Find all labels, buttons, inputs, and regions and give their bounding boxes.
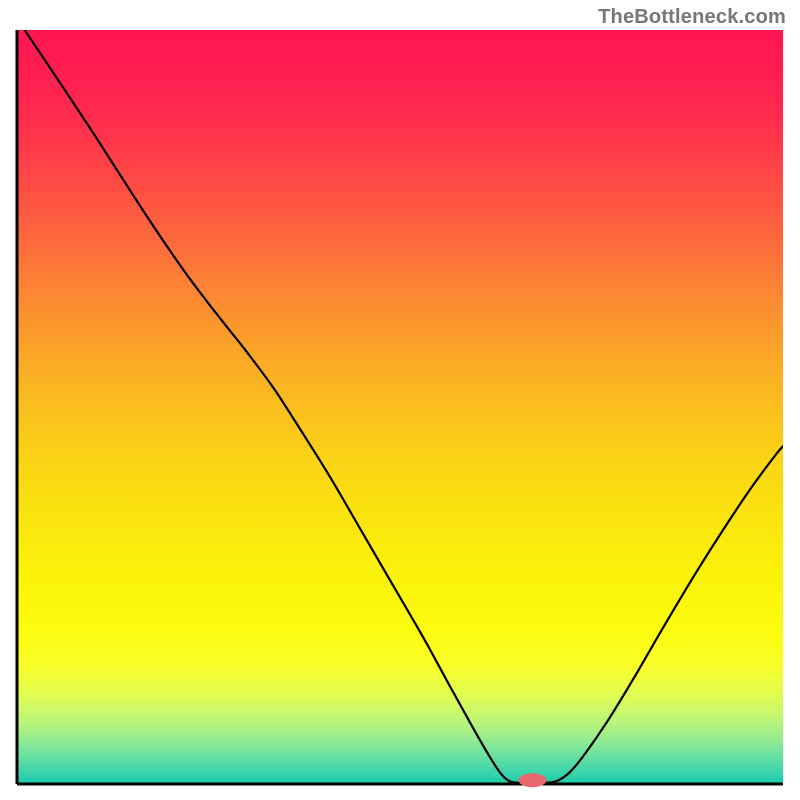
optimal-marker <box>519 773 547 787</box>
chart-frame: TheBottleneck.com <box>0 0 800 800</box>
bottleneck-chart <box>0 0 800 800</box>
gradient-background <box>17 30 783 784</box>
